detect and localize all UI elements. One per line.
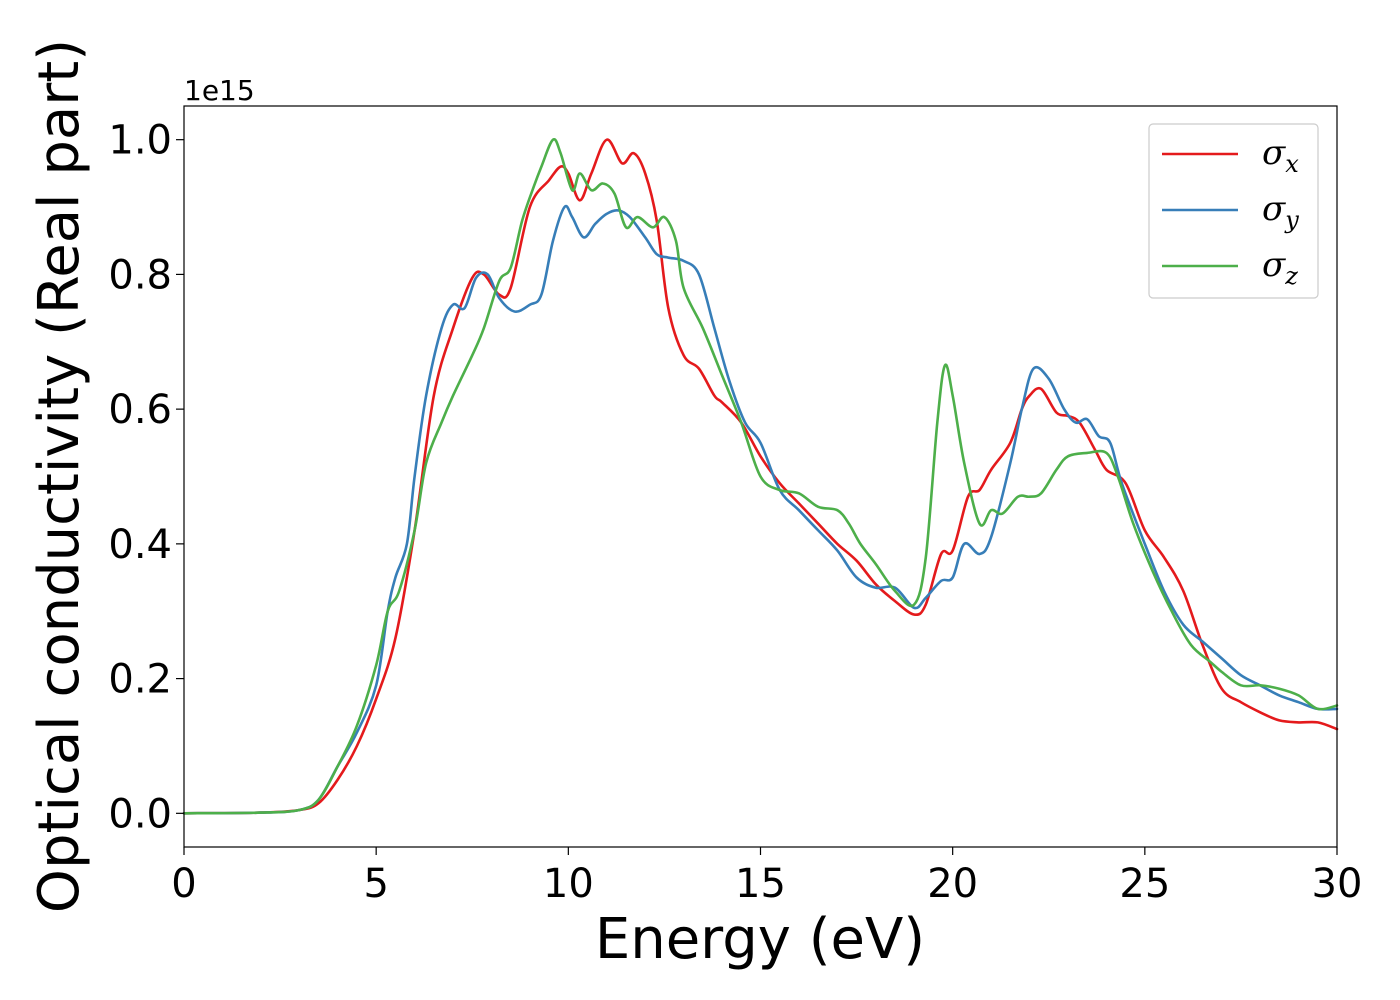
legend-symbol: σ [1262, 245, 1286, 285]
x-tick-label: 30 [1312, 861, 1363, 907]
x-tick-label: 15 [735, 861, 786, 907]
y-tick-label: 0.0 [108, 791, 172, 837]
series-line-z [182, 137, 1339, 815]
legend-label-x: σx [1262, 133, 1299, 178]
x-tick-label: 20 [927, 861, 978, 907]
y-axis: 0.0 0.2 0.4 0.6 0.8 1.0 [108, 118, 184, 837]
legend-label-y: σy [1262, 189, 1299, 234]
y-tick-label: 1.0 [108, 118, 172, 164]
legend-label-z: σz [1262, 245, 1298, 290]
legend-subscript: x [1285, 150, 1299, 178]
y-tick-label: 0.6 [108, 387, 172, 433]
x-tick-label: 10 [543, 861, 594, 907]
legend-subscript: z [1284, 262, 1298, 290]
series-line-y [182, 204, 1339, 815]
x-axis: 0 5 10 15 20 25 30 [171, 847, 1362, 907]
legend-subscript: y [1284, 206, 1299, 234]
x-tick-label: 0 [171, 861, 196, 907]
legend-symbol: σ [1262, 189, 1286, 229]
y-tick-label: 0.2 [108, 657, 172, 703]
x-tick-label: 25 [1119, 861, 1170, 907]
legend-symbol: σ [1262, 133, 1286, 173]
series-layer [182, 137, 1339, 815]
y-offset-label: 1e15 [184, 74, 255, 107]
y-tick-label: 0.8 [108, 252, 172, 298]
x-axis-label: Energy (eV) [595, 907, 925, 972]
y-axis-label: Optical conductivity (Real part) [27, 39, 92, 913]
y-tick-label: 0.4 [108, 522, 172, 568]
x-tick-label: 5 [363, 861, 388, 907]
